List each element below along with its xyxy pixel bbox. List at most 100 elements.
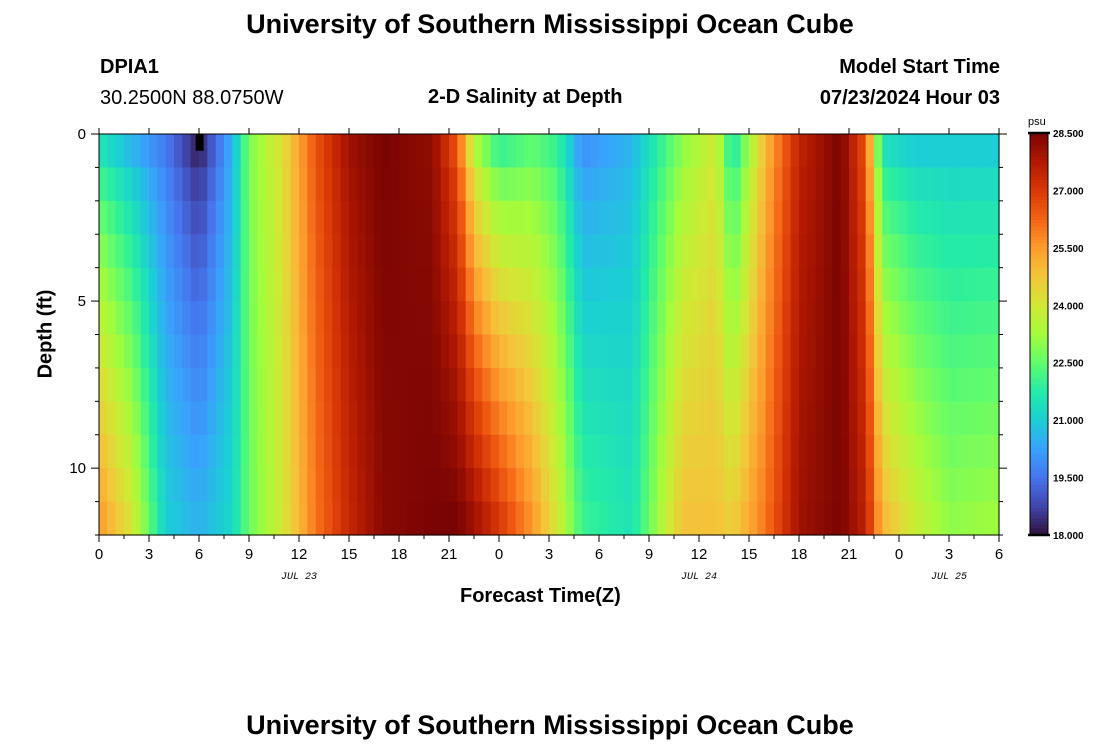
heatmap-cell <box>340 401 350 436</box>
heatmap-cell <box>782 267 792 302</box>
heatmap-cell <box>824 134 833 169</box>
heatmap-cell <box>499 200 508 235</box>
heatmap-cell <box>990 434 1000 469</box>
heatmap-cell <box>474 134 483 169</box>
heatmap-cell <box>724 134 733 169</box>
heatmap-cell <box>182 301 192 336</box>
heatmap-cell <box>407 200 417 235</box>
heatmap-cell <box>915 134 925 169</box>
heatmap-cell <box>274 334 283 369</box>
heatmap-cell <box>774 501 783 536</box>
heatmap-cell <box>565 401 575 436</box>
colorbar-label: 24.000 <box>1053 301 1084 312</box>
heatmap-cell <box>799 301 808 336</box>
heatmap-cell <box>740 234 750 269</box>
heatmap-cell <box>140 200 150 235</box>
heatmap-cell <box>574 301 583 336</box>
colorbar-segment <box>1030 421 1048 426</box>
heatmap-cell <box>824 267 833 302</box>
colorbar-segment <box>1030 451 1048 456</box>
heatmap-cell <box>815 234 825 269</box>
heatmap-cell <box>224 167 233 202</box>
heatmap-cell <box>565 468 575 503</box>
heatmap-cell <box>349 468 358 503</box>
colorbar-segment <box>1030 464 1048 469</box>
heatmap-cell <box>357 167 367 202</box>
heatmap-cell <box>657 434 667 469</box>
heatmap-cell <box>915 434 925 469</box>
heatmap-cell <box>307 167 317 202</box>
heatmap-cell <box>532 434 542 469</box>
heatmap-cell <box>740 434 750 469</box>
heatmap-cell <box>557 501 567 536</box>
heatmap-cell <box>940 301 950 336</box>
heatmap-cell <box>715 367 725 402</box>
heatmap-cell <box>882 468 892 503</box>
heatmap-cell <box>899 367 908 402</box>
heatmap-cell <box>132 234 142 269</box>
heatmap-cell <box>174 468 183 503</box>
heatmap-cell <box>265 301 275 336</box>
heatmap-cell <box>782 200 792 235</box>
heatmap-cell <box>399 301 408 336</box>
heatmap-cell <box>224 501 233 536</box>
heatmap-cell <box>507 367 517 402</box>
heatmap-cell <box>324 234 333 269</box>
heatmap-cell <box>182 401 192 436</box>
heatmap-cell <box>249 301 258 336</box>
heatmap-cell <box>557 367 567 402</box>
heatmap-cell <box>457 501 467 536</box>
x-tick-label: 9 <box>245 546 253 563</box>
heatmap-cell <box>282 367 292 402</box>
heatmap-cell <box>849 301 858 336</box>
heatmap-cell <box>490 200 500 235</box>
heatmap-cell <box>824 401 833 436</box>
colorbar-segment <box>1030 200 1048 204</box>
heatmap-cell <box>507 200 517 235</box>
heatmap-cell <box>807 401 817 436</box>
heatmap-cell <box>807 434 817 469</box>
colorbar-segment <box>1030 347 1048 352</box>
heatmap-cell <box>840 501 850 536</box>
heatmap-cell <box>249 468 258 503</box>
heatmap-cell <box>274 167 283 202</box>
heatmap-cell <box>874 167 883 202</box>
heatmap-cell <box>740 200 750 235</box>
heatmap-cell <box>315 301 325 336</box>
heatmap-cell <box>232 434 242 469</box>
heatmap-cell <box>740 401 750 436</box>
heatmap-cell <box>165 468 175 503</box>
heatmap-cell <box>415 401 425 436</box>
heatmap-cell <box>349 234 358 269</box>
heatmap-cell <box>932 267 942 302</box>
heatmap-cell <box>390 301 400 336</box>
x-tick-label: 9 <box>645 546 653 563</box>
heatmap-cell <box>157 401 167 436</box>
colorbar-segment <box>1030 434 1048 439</box>
colorbar-segment <box>1030 169 1048 174</box>
heatmap-cell <box>507 434 517 469</box>
heatmap-cell <box>524 434 533 469</box>
colorbar-segment <box>1030 270 1048 275</box>
heatmap-cell <box>549 401 558 436</box>
heatmap-cell <box>440 134 450 169</box>
heatmap-cell <box>307 501 317 536</box>
heatmap-cell <box>924 301 933 336</box>
heatmap-cell <box>249 434 258 469</box>
heatmap-cell <box>657 134 667 169</box>
heatmap-cell <box>449 468 458 503</box>
heatmap-cell <box>774 401 783 436</box>
heatmap-cell <box>607 501 617 536</box>
colorbar-label: 27.000 <box>1053 186 1084 197</box>
heatmap-cell <box>957 301 967 336</box>
date-label: JUL 25 <box>931 572 967 583</box>
heatmap-cell <box>782 167 792 202</box>
heatmap-cell <box>315 367 325 402</box>
heatmap-cell <box>849 167 858 202</box>
heatmap-cell <box>565 334 575 369</box>
heatmap-cell <box>232 234 242 269</box>
heatmap-cell <box>549 200 558 235</box>
heatmap-cell <box>215 134 225 169</box>
heatmap-cell <box>682 134 692 169</box>
heatmap-cell <box>374 401 383 436</box>
